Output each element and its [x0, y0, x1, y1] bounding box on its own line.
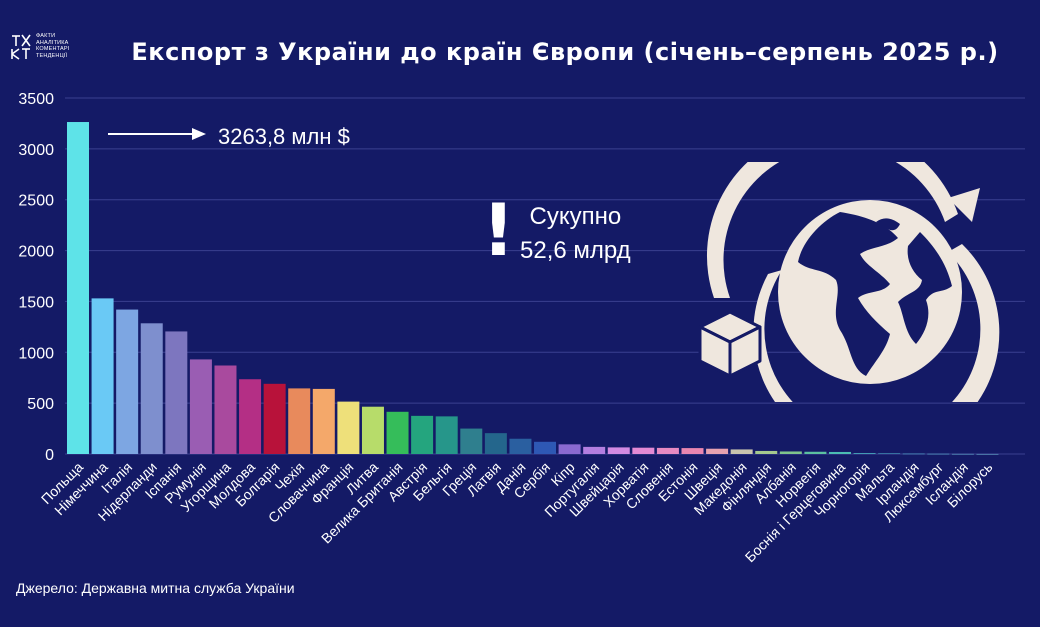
- bar: [165, 331, 188, 454]
- bar: [435, 416, 458, 454]
- bar: [583, 446, 606, 454]
- bar: [828, 451, 851, 454]
- bar: [312, 388, 335, 454]
- bar: [263, 383, 286, 454]
- total-line-2: 52,6 млрд: [520, 237, 631, 264]
- bar: [755, 450, 778, 454]
- bar: [411, 415, 434, 454]
- logo-icon: [11, 34, 31, 60]
- bar: [902, 453, 925, 455]
- y-tick-label: 500: [27, 396, 54, 413]
- max-value-label: 3263,8 млн $: [218, 124, 350, 149]
- bar: [509, 438, 532, 454]
- bar: [681, 448, 704, 454]
- bar: [189, 359, 212, 454]
- bar: [878, 453, 901, 454]
- bar: [558, 444, 581, 454]
- y-tick-label: 0: [45, 447, 54, 464]
- bar: [534, 441, 557, 454]
- bar: [386, 411, 409, 454]
- y-tick-label: 3000: [18, 142, 54, 159]
- bar: [730, 449, 753, 454]
- bar: [951, 453, 974, 455]
- bar: [460, 428, 483, 454]
- bar: [67, 122, 89, 455]
- bar: [607, 447, 630, 454]
- bar: [337, 401, 360, 454]
- bar: [779, 451, 802, 454]
- bar: [804, 451, 827, 454]
- y-tick-label: 1000: [18, 345, 54, 362]
- y-tick-label: 1500: [18, 294, 54, 311]
- bar: [140, 323, 163, 454]
- exclamation-mark: !: [482, 188, 515, 272]
- bar: [91, 298, 114, 454]
- bar: [239, 379, 262, 454]
- bar: [214, 365, 237, 454]
- bar: [976, 453, 999, 455]
- bar: [116, 309, 139, 454]
- arrow-right-icon: [108, 128, 206, 140]
- total-label: Сукупно 52,6 млрд: [520, 200, 631, 268]
- y-tick-label: 3500: [18, 91, 54, 108]
- total-line-1: Сукупно: [529, 203, 622, 230]
- logo-text: ФАКТИ АНАЛІТИКА КОМЕНТАРІ ТЕНДЕНЦІЇ: [36, 33, 70, 59]
- bar: [288, 388, 311, 454]
- globe-icon: [698, 162, 1000, 402]
- bar: [706, 448, 729, 454]
- circular-arrow-icon: [707, 162, 958, 298]
- bar: [632, 447, 655, 454]
- bar: [361, 406, 384, 454]
- bar: [927, 453, 950, 455]
- box-icon: [698, 310, 762, 378]
- y-tick-label: 2500: [18, 193, 54, 210]
- bar: [484, 433, 507, 454]
- y-tick-label: 2000: [18, 244, 54, 261]
- chart-title: Експорт з України до країн Європи (січен…: [131, 38, 999, 66]
- bar: [853, 453, 876, 454]
- source-note: Джерело: Державна митна служба України: [16, 580, 295, 596]
- bar: [656, 447, 679, 454]
